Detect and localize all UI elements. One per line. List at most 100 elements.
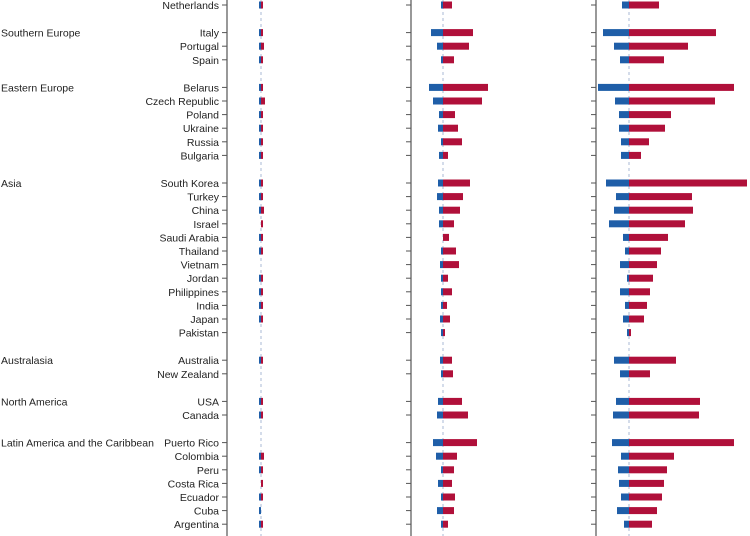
country-label: Italy <box>200 28 220 40</box>
bar-positive <box>629 452 674 460</box>
bar-negative <box>620 288 629 296</box>
bar-negative <box>259 138 261 146</box>
bar-negative <box>259 111 261 119</box>
bar-negative <box>441 288 443 296</box>
bar-negative <box>437 507 443 515</box>
country-label: Ukraine <box>183 123 219 135</box>
country-label: South Korea <box>161 178 220 190</box>
country-label: Jordan <box>187 273 219 285</box>
bar-negative <box>627 329 629 337</box>
bar-negative <box>621 493 629 501</box>
bar-positive <box>443 138 462 146</box>
bar-positive <box>629 179 747 187</box>
bar-negative <box>441 329 443 337</box>
bar-positive <box>261 206 264 214</box>
bar-positive <box>629 233 668 241</box>
bar-positive <box>261 356 263 364</box>
bar-positive <box>261 151 263 159</box>
bar-negative <box>438 124 443 132</box>
country-label: Australia <box>178 355 219 367</box>
bar-negative <box>609 220 629 228</box>
bar-positive <box>629 56 664 64</box>
bar-negative <box>438 179 443 187</box>
country-label: New Zealand <box>157 369 219 381</box>
bar-positive <box>629 439 734 447</box>
bar-negative <box>259 397 261 405</box>
region-label: Asia <box>1 178 22 190</box>
country-label: Cuba <box>194 506 219 518</box>
bar-negative <box>259 193 261 201</box>
bar-positive <box>443 329 445 337</box>
bar-negative <box>259 56 261 64</box>
bar-positive <box>629 138 649 146</box>
bar-positive <box>261 83 263 91</box>
bar-negative <box>439 220 443 228</box>
bar-positive <box>261 111 263 119</box>
bar-positive <box>629 1 659 9</box>
bar-positive <box>443 1 452 9</box>
bar-negative <box>598 83 629 91</box>
country-label: Vietnam <box>181 260 220 272</box>
bar-negative <box>259 288 261 296</box>
bar-positive <box>443 247 456 255</box>
bar-positive <box>629 83 734 91</box>
bar-negative <box>433 97 443 105</box>
bar-positive <box>261 138 263 146</box>
bar-negative <box>437 193 443 201</box>
country-label: Israel <box>193 219 219 231</box>
bar-positive <box>261 29 263 37</box>
country-label: India <box>196 300 219 312</box>
bar-positive <box>443 356 452 364</box>
bar-negative <box>441 1 443 9</box>
bar-negative <box>259 411 261 419</box>
bar-negative <box>441 520 443 528</box>
country-label: Canada <box>182 410 219 422</box>
bar-negative <box>440 261 443 269</box>
country-label: Netherlands <box>162 0 219 12</box>
bar-positive <box>629 206 693 214</box>
bar-negative <box>259 507 261 515</box>
bar-positive <box>443 97 482 105</box>
bar-positive <box>629 288 650 296</box>
country-label: Ecuador <box>180 492 220 504</box>
bar-negative <box>614 42 629 50</box>
bar-negative <box>259 1 261 9</box>
country-label: Belarus <box>183 82 219 94</box>
region-label: Latin America and the Caribbean <box>1 438 154 450</box>
country-label: Czech Republic <box>145 96 219 108</box>
bar-negative <box>620 56 629 64</box>
bar-positive <box>261 1 263 9</box>
country-label: Bulgaria <box>180 150 219 162</box>
bar-positive <box>261 301 263 309</box>
bar-positive <box>629 97 715 105</box>
bar-positive <box>261 520 263 528</box>
bar-positive <box>261 247 263 255</box>
bar-negative <box>431 29 443 37</box>
bar-negative <box>622 1 629 9</box>
bar-positive <box>629 370 650 378</box>
bar-positive <box>629 507 657 515</box>
bar-negative <box>440 356 443 364</box>
bar-positive <box>629 356 676 364</box>
bar-negative <box>440 315 443 323</box>
region-label: Eastern Europe <box>1 82 74 94</box>
bar-positive <box>261 315 263 323</box>
bar-negative <box>259 247 261 255</box>
country-label: Costa Rica <box>168 478 220 490</box>
bar-positive <box>261 452 264 460</box>
bar-positive <box>261 493 263 501</box>
country-label: USA <box>197 396 219 408</box>
region-label: Australasia <box>1 355 53 367</box>
bar-negative <box>612 439 629 447</box>
bar-positive <box>629 261 657 269</box>
bar-negative <box>619 124 629 132</box>
bar-negative <box>259 206 261 214</box>
bar-positive <box>629 193 692 201</box>
bar-positive <box>443 507 454 515</box>
bar-negative <box>616 397 629 405</box>
bar-positive <box>629 466 667 474</box>
bar-positive <box>629 411 699 419</box>
country-label: Colombia <box>175 451 220 463</box>
country-label: Pakistan <box>179 328 219 340</box>
bar-negative <box>441 370 443 378</box>
